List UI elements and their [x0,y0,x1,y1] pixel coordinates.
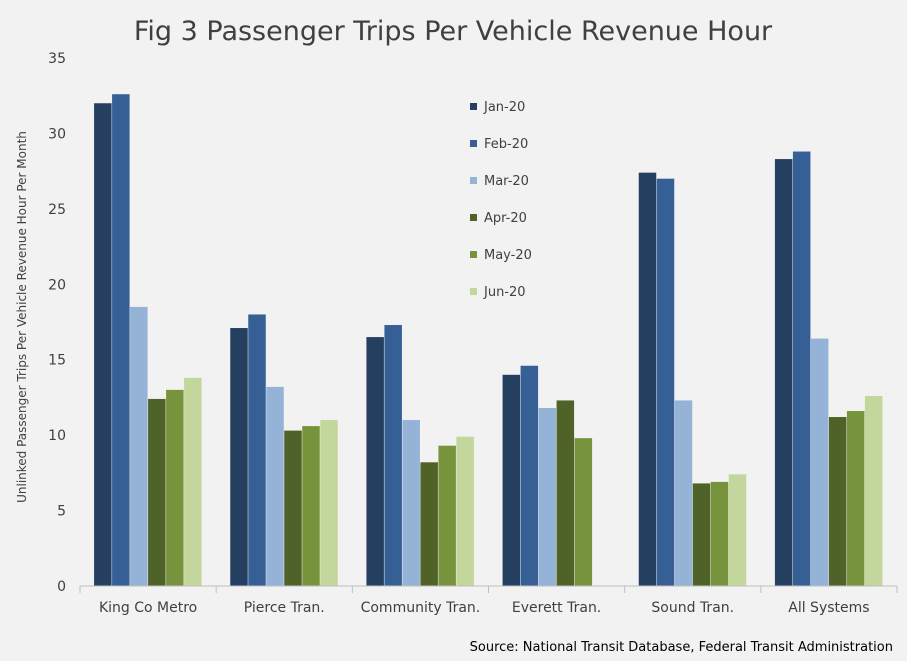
y-tick-label: 25 [48,202,66,218]
bar-may-20-5 [846,411,865,586]
source-note: Source: National Transit Database, Feder… [470,640,893,655]
bar-feb-20-0 [112,94,130,586]
y-tick-label: 10 [48,428,66,444]
chart-title: Fig 3 Passenger Trips Per Vehicle Revenu… [134,16,773,47]
bar-apr-20-3 [556,400,575,586]
bar-jan-20-2 [366,337,384,586]
bar-jun-20-4 [728,474,747,586]
legend-label: Jan-20 [483,100,525,115]
bar-jan-20-1 [230,328,248,586]
x-tick-label: King Co Metro [99,600,197,616]
bar-apr-20-2 [420,462,438,586]
legend-label: May-20 [484,248,532,263]
bar-mar-20-5 [810,338,829,586]
bar-jun-20-0 [184,377,202,586]
bar-jan-20-5 [774,159,793,586]
bar-apr-20-5 [828,417,847,586]
legend-label: Jun-20 [483,285,526,300]
x-tick-label: Community Tran. [361,600,481,616]
x-axis: King Co Metro Pierce Tran. Community Tran.… [79,586,898,616]
bar-mar-20-3 [538,407,557,586]
bar-feb-20-3 [520,365,539,586]
bar-jan-20-3 [502,374,521,586]
y-tick-label: 5 [57,504,66,520]
bar-feb-20-1 [248,314,266,586]
bar-mar-20-2 [402,420,420,586]
legend-swatch [470,251,477,258]
legend-swatch [470,288,477,295]
x-tick-label: Sound Tran. [651,600,734,616]
legend-label: Feb-20 [484,137,528,152]
bar-mar-20-0 [130,306,148,586]
x-tick-label: Pierce Tran. [244,600,325,616]
bar-jun-20-5 [864,395,883,586]
y-tick-label: 30 [48,126,66,142]
bar-may-20-2 [438,445,456,586]
legend-label: Apr-20 [484,211,527,226]
bar-feb-20-5 [792,151,811,586]
x-tick-label: All Systems [788,600,869,616]
bar-may-20-4 [710,481,729,586]
legend-swatch [470,140,477,147]
y-tick-label: 35 [48,51,66,67]
y-axis-label: Unlinked Passenger Trips Per Vehicle Rev… [15,131,29,503]
bar-may-20-3 [574,438,593,586]
bar-apr-20-0 [148,398,166,586]
legend-swatch [470,214,477,221]
legend-swatch [470,103,477,110]
bar-may-20-0 [166,389,184,586]
bar-feb-20-4 [656,178,675,586]
bar-feb-20-2 [384,325,402,586]
legend-swatch [470,177,477,184]
bar-jan-20-0 [94,103,112,586]
bar-jun-20-2 [456,436,474,586]
bar-apr-20-1 [284,430,302,586]
legend-label: Mar-20 [484,174,529,189]
y-axis: 0 5 10 15 20 25 30 35 [48,51,66,595]
legend: Jan-20 Feb-20 Mar-20 Apr-20 May-20 Jun-20 [470,100,532,300]
bar-jan-20-4 [638,172,657,586]
bars [94,94,883,586]
x-tick-label: Everett Tran. [512,600,601,616]
bar-may-20-1 [302,426,320,586]
bar-apr-20-4 [692,483,711,586]
bar-mar-20-1 [266,386,284,586]
y-tick-label: 20 [48,277,66,293]
bar-jun-20-1 [320,420,338,586]
bar-mar-20-4 [674,400,693,586]
y-tick-label: 15 [48,353,66,369]
y-tick-label: 0 [57,579,66,595]
